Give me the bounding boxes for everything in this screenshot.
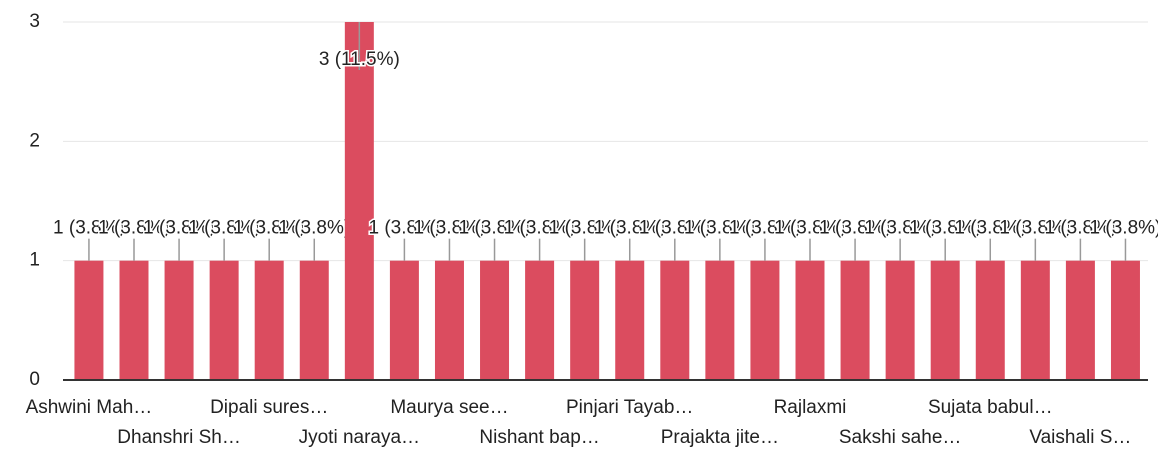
value-label: 1 (3.8%) bbox=[639, 218, 711, 239]
value-label: 1 (3.8%) bbox=[1044, 218, 1116, 239]
bar bbox=[299, 260, 329, 380]
value-label: 1 (3.8%) bbox=[729, 218, 801, 239]
bar bbox=[750, 260, 780, 380]
y-tick-label: 2 bbox=[29, 130, 40, 151]
bar bbox=[1065, 260, 1095, 380]
x-tick-label: Nishant bap… bbox=[479, 427, 599, 448]
bar bbox=[344, 22, 374, 380]
value-label: 1 (3.8%) bbox=[278, 218, 350, 239]
bar bbox=[525, 260, 555, 380]
value-label: 1 (3.8%) bbox=[233, 218, 305, 239]
value-label: 1 (3.8%) bbox=[909, 218, 981, 239]
bar bbox=[389, 260, 419, 380]
value-label: 1 (3.8%) bbox=[864, 218, 936, 239]
bar bbox=[615, 260, 645, 380]
value-label: 1 (3.8%) bbox=[143, 218, 215, 239]
bar bbox=[254, 260, 284, 380]
x-tick-label: Ashwini Mah… bbox=[26, 397, 153, 418]
x-tick-label: Maurya see… bbox=[390, 397, 508, 418]
value-label: 1 (3.8%) bbox=[459, 218, 531, 239]
y-tick-label: 1 bbox=[29, 250, 40, 271]
value-label: 1 (3.8%) bbox=[594, 218, 666, 239]
bar bbox=[705, 260, 735, 380]
y-tick-label: 0 bbox=[29, 369, 40, 390]
bar bbox=[975, 260, 1005, 380]
bar bbox=[209, 260, 239, 380]
bar bbox=[795, 260, 825, 380]
bar bbox=[660, 260, 690, 380]
bar bbox=[840, 260, 870, 380]
bar bbox=[480, 260, 510, 380]
value-label: 3 (11.5%) bbox=[319, 49, 400, 70]
x-tick-label: Sakshi sahe… bbox=[839, 427, 962, 448]
bar bbox=[164, 260, 194, 380]
x-tick-label: Vaishali S… bbox=[1029, 427, 1131, 448]
value-label: 1 (3.8%) bbox=[368, 218, 440, 239]
value-label: 1 (3.8%) bbox=[549, 218, 621, 239]
bar bbox=[74, 260, 104, 380]
value-label: 1 (3.8%) bbox=[774, 218, 846, 239]
value-label: 1 (3.8%) bbox=[504, 218, 576, 239]
value-label: 1 (3.8%) bbox=[98, 218, 170, 239]
bar bbox=[930, 260, 960, 380]
x-tick-label: Sujata babul… bbox=[928, 397, 1053, 418]
y-tick-label: 3 bbox=[29, 11, 40, 32]
bar bbox=[1020, 260, 1050, 380]
value-label: 1 (3.8%) bbox=[1090, 218, 1158, 239]
x-tick-label: Pinjari Tayab… bbox=[566, 397, 693, 418]
value-label: 1 (3.8%) bbox=[188, 218, 260, 239]
bar bbox=[119, 260, 149, 380]
value-label: 1 (3.8%) bbox=[819, 218, 891, 239]
bar bbox=[570, 260, 600, 380]
bar bbox=[434, 260, 464, 380]
value-label: 1 (3.8%) bbox=[53, 218, 125, 239]
x-tick-label: Jyoti naraya… bbox=[299, 427, 420, 448]
value-label: 1 (3.8%) bbox=[684, 218, 756, 239]
value-label: 1 (3.8%) bbox=[414, 218, 486, 239]
value-label: 1 (3.8%) bbox=[954, 218, 1026, 239]
x-tick-label: Prajakta jite… bbox=[661, 427, 779, 448]
x-tick-label: Dhanshri Sh… bbox=[117, 427, 241, 448]
value-label: 1 (3.8%) bbox=[999, 218, 1071, 239]
x-tick-label: Dipali sures… bbox=[210, 397, 328, 418]
bar bbox=[1110, 260, 1140, 380]
bar bbox=[885, 260, 915, 380]
x-tick-label: Rajlaxmi bbox=[774, 397, 847, 418]
